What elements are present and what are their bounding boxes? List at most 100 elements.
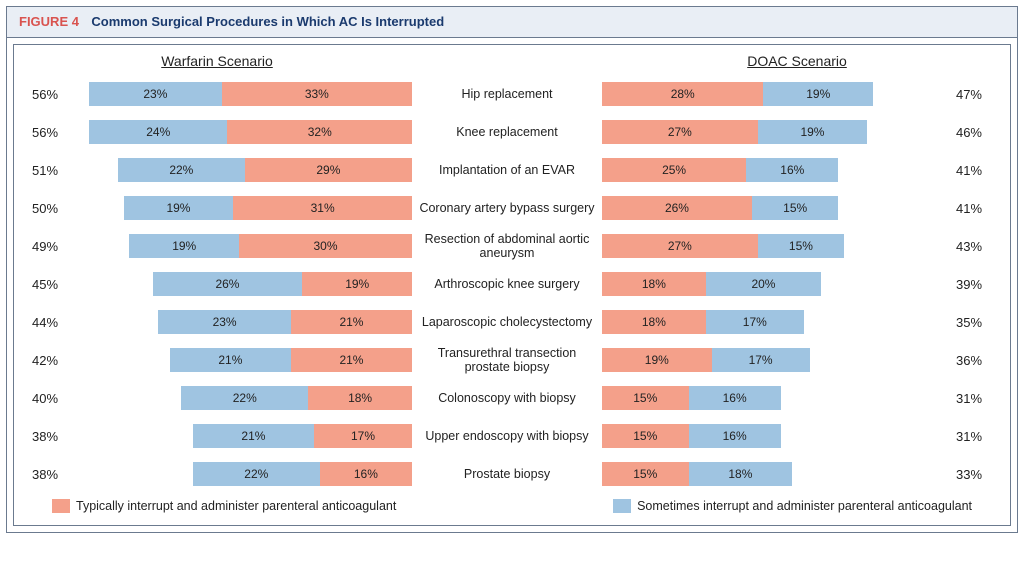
left-bar: 23%21% <box>66 310 412 334</box>
right-total: 43% <box>948 239 992 254</box>
left-side: 56%23%33% <box>22 82 412 106</box>
right-bar: 18%20% <box>602 272 948 296</box>
right-side: 27%15%43% <box>602 234 992 258</box>
left-seg-blue: 21% <box>193 424 314 448</box>
right-bar: 25%16% <box>602 158 948 182</box>
right-seg-blue: 16% <box>746 158 838 182</box>
chart-row: 38%22%16%Prostate biopsy15%18%33% <box>22 455 1002 493</box>
left-side: 45%26%19% <box>22 272 412 296</box>
right-side: 15%16%31% <box>602 424 992 448</box>
left-seg-orange: 17% <box>314 424 412 448</box>
left-seg-orange: 16% <box>320 462 412 486</box>
figure-title: Common Surgical Procedures in Which AC I… <box>91 14 444 29</box>
left-side: 38%22%16% <box>22 462 412 486</box>
left-bar: 21%21% <box>66 348 412 372</box>
left-seg-orange: 18% <box>308 386 412 410</box>
right-total: 33% <box>948 467 992 482</box>
left-side: 56%24%32% <box>22 120 412 144</box>
right-seg-blue: 18% <box>689 462 793 486</box>
right-total: 31% <box>948 429 992 444</box>
right-side: 27%19%46% <box>602 120 992 144</box>
left-seg-blue: 23% <box>89 82 222 106</box>
left-side: 38%21%17% <box>22 424 412 448</box>
right-seg-blue: 17% <box>706 310 804 334</box>
right-total: 39% <box>948 277 992 292</box>
chart-body: Warfarin Scenario DOAC Scenario 56%23%33… <box>13 44 1011 526</box>
right-bar: 27%19% <box>602 120 948 144</box>
right-bar: 27%15% <box>602 234 948 258</box>
category-label: Transurethral transection prostate biops… <box>412 346 602 375</box>
left-bar: 22%16% <box>66 462 412 486</box>
right-side: 26%15%41% <box>602 196 992 220</box>
chart-row: 56%23%33%Hip replacement28%19%47% <box>22 75 1002 113</box>
left-bar: 21%17% <box>66 424 412 448</box>
left-total: 56% <box>22 125 66 140</box>
left-side: 50%19%31% <box>22 196 412 220</box>
left-seg-blue: 24% <box>89 120 227 144</box>
left-bar: 23%33% <box>66 82 412 106</box>
right-seg-orange: 27% <box>602 234 758 258</box>
left-seg-blue: 19% <box>124 196 234 220</box>
right-side: 28%19% 47% <box>602 82 992 106</box>
right-side: 19%17%36% <box>602 348 992 372</box>
right-bar: 15%16% <box>602 424 948 448</box>
right-bar: 18%17% <box>602 310 948 334</box>
category-label: Hip replacement <box>412 87 602 101</box>
left-total: 51% <box>22 163 66 178</box>
left-seg-blue: 26% <box>153 272 303 296</box>
left-seg-blue: 22% <box>193 462 320 486</box>
legend: Typically interrupt and administer paren… <box>22 493 1002 521</box>
chart-row: 51%22%29%Implantation of an EVAR25%16%41… <box>22 151 1002 189</box>
left-total: 50% <box>22 201 66 216</box>
right-seg-orange: 19% <box>602 348 712 372</box>
right-seg-blue: 19% <box>763 82 873 106</box>
right-bar: 15%18% <box>602 462 948 486</box>
left-total: 44% <box>22 315 66 330</box>
left-side: 44%23%21% <box>22 310 412 334</box>
right-total: 46% <box>948 125 992 140</box>
chart-row: 49%19%30%Resection of abdominal aortic a… <box>22 227 1002 265</box>
chart-rows: 56%23%33%Hip replacement28%19%47%56%24%3… <box>22 75 1002 493</box>
left-seg-orange: 33% <box>222 82 412 106</box>
category-label: Implantation of an EVAR <box>412 163 602 177</box>
left-bar: 24%32% <box>66 120 412 144</box>
left-side: 40%22%18% <box>22 386 412 410</box>
left-total: 56% <box>22 87 66 102</box>
right-seg-orange: 15% <box>602 462 689 486</box>
chart-row: 50%19%31%Coronary artery bypass surgery2… <box>22 189 1002 227</box>
left-total: 49% <box>22 239 66 254</box>
right-total: 41% <box>948 201 992 216</box>
left-bar: 19%31% <box>66 196 412 220</box>
right-total: 47% <box>948 87 992 102</box>
left-seg-orange: 32% <box>227 120 412 144</box>
left-side: 49%19%30% <box>22 234 412 258</box>
right-seg-orange: 25% <box>602 158 746 182</box>
category-label: Prostate biopsy <box>412 467 602 481</box>
right-bar: 15%16% <box>602 386 948 410</box>
category-label: Resection of abdominal aortic aneurysm <box>412 232 602 261</box>
right-bar: 26%15% <box>602 196 948 220</box>
category-label: Arthroscopic knee surgery <box>412 277 602 291</box>
left-seg-orange: 21% <box>291 348 412 372</box>
left-seg-blue: 19% <box>129 234 239 258</box>
left-total: 42% <box>22 353 66 368</box>
right-seg-orange: 18% <box>602 310 706 334</box>
left-total: 38% <box>22 429 66 444</box>
right-bar: 19%17% <box>602 348 948 372</box>
right-total: 35% <box>948 315 992 330</box>
left-side: 51%22%29% <box>22 158 412 182</box>
legend-item-orange: Typically interrupt and administer paren… <box>52 499 396 513</box>
left-side: 42%21%21% <box>22 348 412 372</box>
right-seg-blue: 19% <box>758 120 868 144</box>
left-bar: 22%18% <box>66 386 412 410</box>
right-seg-orange: 15% <box>602 386 689 410</box>
right-seg-blue: 17% <box>712 348 810 372</box>
right-seg-orange: 28% <box>602 82 763 106</box>
category-label: Upper endoscopy with biopsy <box>412 429 602 443</box>
right-total: 41% <box>948 163 992 178</box>
left-seg-orange: 21% <box>291 310 412 334</box>
right-total: 31% <box>948 391 992 406</box>
left-total: 38% <box>22 467 66 482</box>
right-seg-blue: 15% <box>752 196 839 220</box>
left-bar: 19%30% <box>66 234 412 258</box>
